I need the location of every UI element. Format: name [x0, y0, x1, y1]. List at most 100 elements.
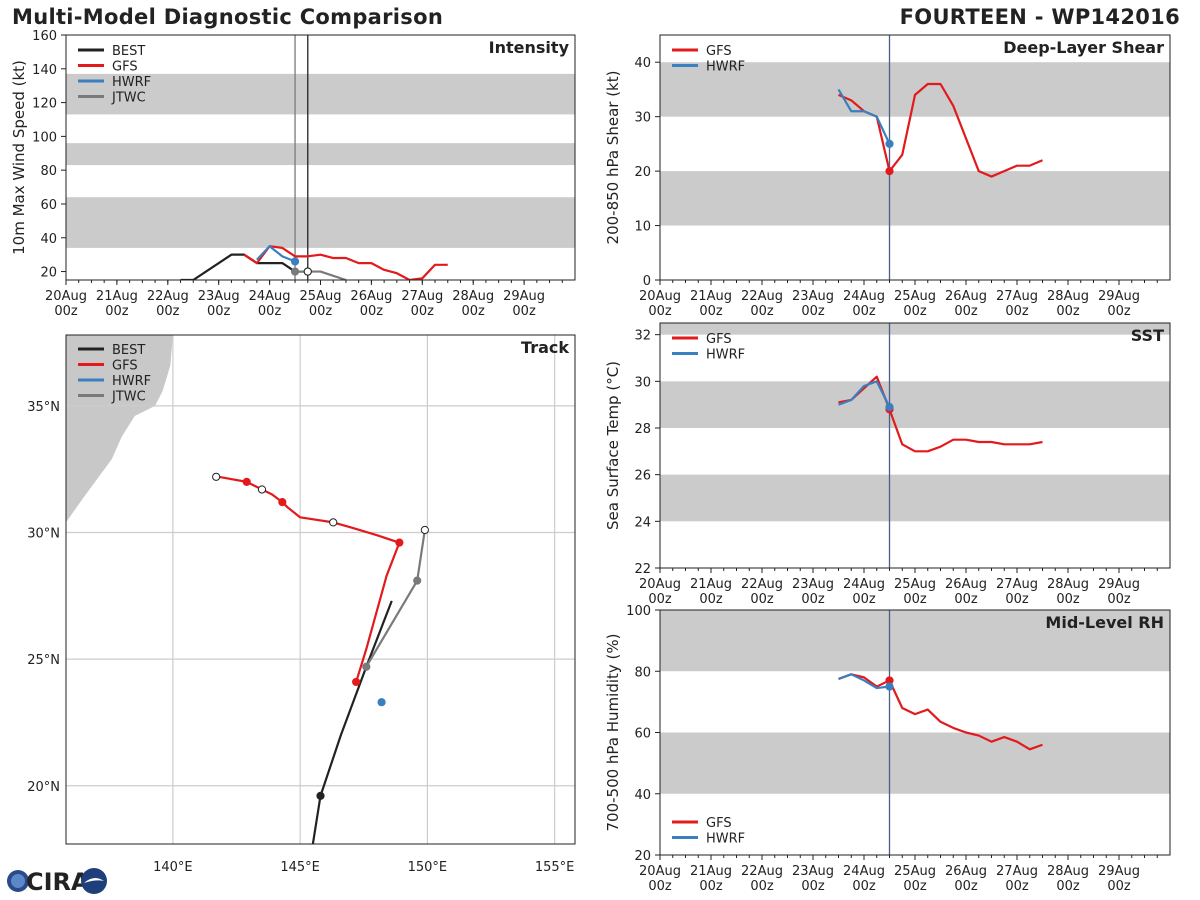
shear-band-0 — [660, 171, 1170, 226]
rh-xtick-label: 00z — [1107, 879, 1131, 894]
rh-xtick-label: 25Aug — [894, 864, 936, 879]
rh-xtick-label: 00z — [699, 879, 723, 894]
shear-xtick-label: 00z — [1107, 304, 1131, 319]
track-xtick-label: 150°E — [408, 860, 448, 875]
land-polygon-0 — [66, 335, 173, 523]
sst-xtick-label: 00z — [903, 592, 927, 607]
sst-ytick-label: 24 — [634, 515, 651, 530]
shear-legend-hwrf: HWRF — [706, 60, 745, 75]
sst-title: SST — [1131, 326, 1164, 345]
sst-band-2 — [660, 323, 1170, 335]
shear-xtick-label: 27Aug — [996, 289, 1038, 304]
sst-xtick-label: 20Aug — [639, 577, 681, 592]
intensity-ytick-label: 80 — [40, 164, 57, 179]
intensity-ytick-label: 20 — [40, 266, 57, 281]
rh-band-1 — [660, 610, 1170, 672]
sst-xtick-label: 23Aug — [792, 577, 834, 592]
shear-xtick-label: 22Aug — [741, 289, 783, 304]
sst-ylabel: Sea Surface Temp (°C) — [604, 361, 622, 530]
shear-xtick-label: 25Aug — [894, 289, 936, 304]
track-plot-area — [66, 335, 575, 844]
cira-logo: CIRA — [7, 868, 107, 896]
intensity-xtick-label: 00z — [411, 304, 435, 319]
rh-band-0 — [660, 732, 1170, 794]
intensity-xtick-label: 00z — [105, 304, 129, 319]
rh-legend-hwrf: HWRF — [706, 832, 745, 847]
track-marker-jtwc-0 — [362, 662, 371, 671]
shear-xtick-label: 00z — [852, 304, 876, 319]
intensity-xtick-label: 00z — [207, 304, 231, 319]
intensity-xtick-label: 25Aug — [300, 289, 342, 304]
sst-xtick-label: 00z — [1107, 592, 1131, 607]
rh-ytick-label: 20 — [634, 849, 651, 864]
intensity-ytick-label: 140 — [32, 63, 57, 78]
intensity-ytick-label: 100 — [32, 130, 57, 145]
track-marker-gfs-0 — [352, 677, 361, 687]
shear-xtick-label: 28Aug — [1047, 289, 1089, 304]
track-xtick-label: 140°E — [153, 860, 193, 875]
sst-xtick-label: 21Aug — [690, 577, 732, 592]
track-marker-jtwc-5 — [212, 472, 221, 481]
sst-ytick-label: 30 — [634, 375, 651, 390]
rh-xtick-label: 00z — [954, 879, 978, 894]
intensity-ytick-label: 60 — [40, 198, 57, 213]
rh-xtick-label: 26Aug — [945, 864, 987, 879]
intensity-xtick-label: 00z — [156, 304, 180, 319]
track-title: Track — [521, 338, 569, 357]
rh-title: Mid-Level RH — [1045, 613, 1164, 632]
intensity-ytick-label: 40 — [40, 232, 57, 247]
shear-xtick-label: 29Aug — [1098, 289, 1140, 304]
track-legend-gfs: GFS — [112, 359, 138, 374]
sst-legend-gfs: GFS — [706, 332, 732, 347]
track-ytick-label: 25°N — [27, 653, 60, 668]
track-xtick-label: 145°E — [280, 860, 320, 875]
rh-marker-hwrf-0 — [885, 682, 894, 691]
seal-bird-icon — [84, 877, 104, 883]
sst-xtick-label: 27Aug — [996, 577, 1038, 592]
intensity-xtick-label: 20Aug — [45, 289, 87, 304]
intensity-xtick-label: 29Aug — [503, 289, 545, 304]
shear-ylabel: 200-850 hPa Shear (kt) — [604, 71, 622, 245]
track-marker-jtwc-4 — [257, 485, 267, 494]
sst-panel: 20Aug00z21Aug00z22Aug00z23Aug00z24Aug00z… — [604, 322, 1171, 607]
intensity-xtick-label: 00z — [512, 304, 536, 319]
intensity-series-hwrf — [256, 245, 296, 263]
track-marker-jtwc-1 — [413, 576, 422, 585]
intensity-xtick-label: 27Aug — [401, 289, 443, 304]
intensity-band-1 — [66, 143, 575, 166]
rh-ytick-label: 100 — [626, 604, 651, 619]
intensity-band-2 — [66, 73, 575, 115]
shear-marker-gfs-0 — [885, 167, 894, 176]
shear-ytick-label: 0 — [643, 274, 651, 289]
sst-band-0 — [660, 474, 1170, 522]
sst-xtick-label: 00z — [954, 592, 978, 607]
shear-ytick-label: 30 — [634, 111, 651, 126]
intensity-xtick-label: 00z — [54, 304, 78, 319]
intensity-title: Intensity — [489, 38, 570, 57]
track-series-best — [311, 600, 393, 844]
intensity-xtick-label: 21Aug — [96, 289, 138, 304]
rh-series-hwrf — [838, 673, 890, 690]
intensity-ytick-label: 160 — [32, 29, 57, 44]
intensity-marker-hwrf-0 — [290, 257, 300, 266]
shear-xtick-label: 00z — [954, 304, 978, 319]
intensity-series-jtwc — [295, 270, 347, 280]
shear-xtick-label: 00z — [648, 304, 672, 319]
rh-xtick-label: 22Aug — [741, 864, 783, 879]
shear-marker-hwrf-0 — [885, 139, 894, 148]
sst-ytick-label: 26 — [634, 469, 651, 484]
globe-inner — [11, 874, 25, 888]
sst-legend-hwrf: HWRF — [706, 348, 745, 363]
track-legend-hwrf: HWRF — [112, 374, 151, 389]
intensity-marker-jtwc-1 — [303, 267, 312, 276]
shear-plot-area — [660, 35, 1170, 280]
track-frame — [65, 334, 576, 845]
sst-xtick-label: 00z — [699, 592, 723, 607]
rh-ytick-label: 40 — [634, 788, 651, 803]
track-marker-gfs-3 — [242, 477, 251, 486]
shear-xtick-label: 00z — [750, 304, 774, 319]
rh-plot-area — [660, 610, 1170, 855]
shear-xtick-label: 21Aug — [690, 289, 732, 304]
track-legend-jtwc: JTWC — [111, 390, 146, 405]
shear-band-1 — [660, 62, 1170, 117]
